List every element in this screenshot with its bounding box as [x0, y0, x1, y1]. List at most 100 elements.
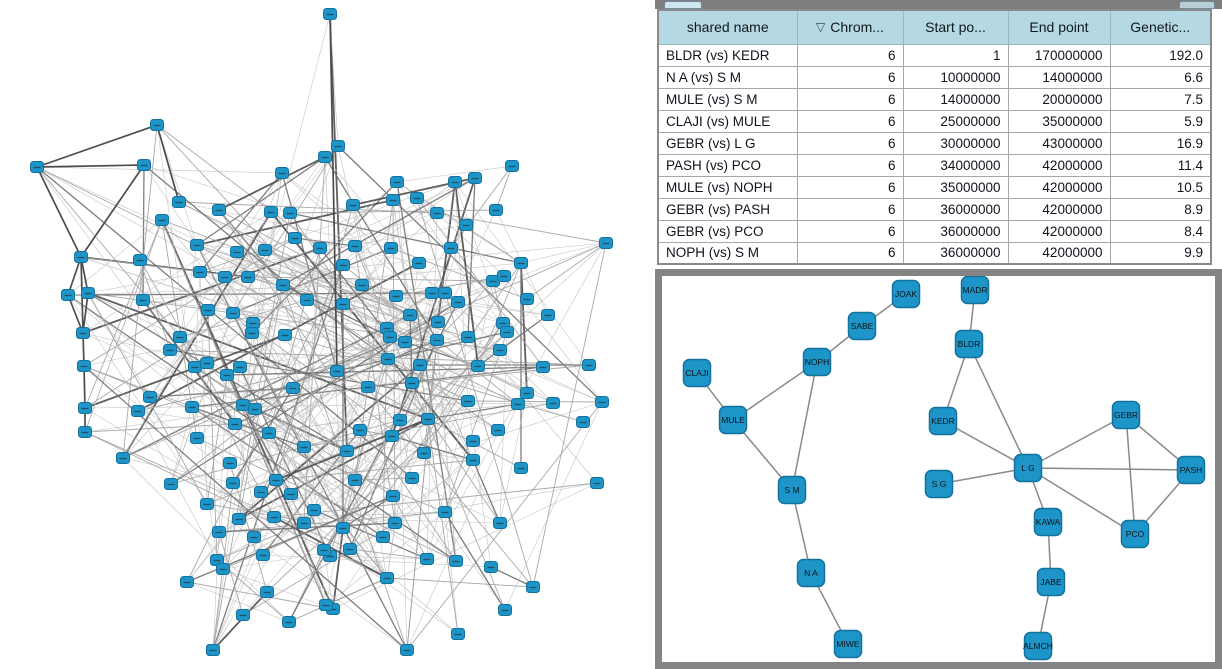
node-shape[interactable]	[796, 558, 826, 588]
subnetwork-node[interactable]: GEBR	[1111, 400, 1141, 430]
network-node[interactable]	[417, 447, 431, 459]
network-node[interactable]	[228, 418, 242, 430]
table-cell[interactable]: 9.9	[1109, 241, 1212, 265]
network-node[interactable]	[511, 398, 525, 410]
network-node[interactable]	[278, 329, 292, 341]
network-node[interactable]	[78, 402, 92, 414]
network-node[interactable]	[595, 396, 609, 408]
node-shape[interactable]	[924, 469, 954, 499]
network-node[interactable]	[336, 522, 350, 534]
network-node[interactable]	[256, 549, 270, 561]
network-node[interactable]	[430, 334, 444, 346]
subnetwork-node[interactable]: PASH	[1176, 455, 1206, 485]
table-cell[interactable]: CLAJI (vs) MULE	[657, 109, 798, 133]
network-node[interactable]	[218, 271, 232, 283]
table-cell[interactable]: 42000000	[1007, 241, 1111, 265]
network-node[interactable]	[230, 246, 244, 258]
network-node[interactable]	[236, 399, 250, 411]
network-node[interactable]	[353, 424, 367, 436]
network-node[interactable]	[498, 604, 512, 616]
subnetwork-node[interactable]: JOAK	[891, 279, 921, 309]
network-node[interactable]	[282, 616, 296, 628]
table-cell[interactable]: MULE (vs) NOPH	[657, 175, 798, 199]
network-node[interactable]	[233, 361, 247, 373]
network-node[interactable]	[246, 317, 260, 329]
table-cell[interactable]: 10.5	[1109, 175, 1212, 199]
table-cell[interactable]: 6	[796, 241, 904, 265]
network-node[interactable]	[466, 435, 480, 447]
table-row[interactable]: GEBR (vs) PASH 6 36000000 42000000 8.9	[657, 197, 1212, 221]
network-node[interactable]	[336, 298, 350, 310]
network-node[interactable]	[283, 207, 297, 219]
column-header-endpoint[interactable]: End point	[1007, 9, 1111, 45]
table-cell[interactable]: 6	[796, 65, 904, 89]
subnetwork-edge[interactable]	[1027, 467, 1136, 535]
table-cell[interactable]: 6	[796, 43, 904, 67]
table-cell[interactable]: 35000000	[902, 175, 1009, 199]
network-node[interactable]	[226, 307, 240, 319]
table-cell[interactable]: 8.4	[1109, 219, 1212, 243]
subnetwork-node[interactable]: N A	[796, 558, 826, 588]
network-node[interactable]	[81, 287, 95, 299]
network-node[interactable]	[76, 327, 90, 339]
node-shape[interactable]	[802, 347, 832, 377]
subnetwork-node[interactable]: NOPH	[802, 347, 832, 377]
table-cell[interactable]: 11.4	[1109, 153, 1212, 177]
network-node[interactable]	[319, 599, 333, 611]
table-cell[interactable]: 36000000	[902, 241, 1009, 265]
network-node[interactable]	[163, 344, 177, 356]
table-row[interactable]: BLDR (vs) KEDR 6 1 170000000 192.0	[657, 43, 1212, 67]
table-cell[interactable]: GEBR (vs) PASH	[657, 197, 798, 221]
network-node[interactable]	[451, 296, 465, 308]
subnetwork-node[interactable]: L G	[1013, 453, 1043, 483]
network-node[interactable]	[201, 304, 215, 316]
network-node[interactable]	[343, 543, 357, 555]
network-node[interactable]	[403, 309, 417, 321]
network-node[interactable]	[576, 416, 590, 428]
network-node[interactable]	[286, 382, 300, 394]
subnetwork-node[interactable]: MULE	[718, 405, 748, 435]
table-cell[interactable]: 6	[796, 219, 904, 243]
table-cell[interactable]: MULE (vs) S M	[657, 87, 798, 111]
network-node[interactable]	[336, 259, 350, 271]
network-node[interactable]	[449, 555, 463, 567]
node-shape[interactable]	[718, 405, 748, 435]
table-row[interactable]: GEBR (vs) PCO 6 36000000 42000000 8.4	[657, 219, 1212, 243]
node-shape[interactable]	[847, 311, 877, 341]
network-node[interactable]	[541, 309, 555, 321]
network-node[interactable]	[131, 405, 145, 417]
network-node[interactable]	[459, 219, 473, 231]
network-node[interactable]	[258, 244, 272, 256]
network-node[interactable]	[390, 176, 404, 188]
network-node[interactable]	[180, 576, 194, 588]
network-node[interactable]	[297, 441, 311, 453]
network-node[interactable]	[348, 474, 362, 486]
network-node[interactable]	[188, 361, 202, 373]
node-shape[interactable]	[1111, 400, 1141, 430]
table-cell[interactable]: 8.9	[1109, 197, 1212, 221]
table-row[interactable]: MULE (vs) S M 6 14000000 20000000 7.5	[657, 87, 1212, 111]
network-node[interactable]	[226, 477, 240, 489]
table-cell[interactable]: 43000000	[1007, 131, 1111, 155]
network-node[interactable]	[410, 192, 424, 204]
network-node[interactable]	[317, 544, 331, 556]
node-shape[interactable]	[1023, 631, 1053, 661]
network-node[interactable]	[393, 414, 407, 426]
table-row[interactable]: NOPH (vs) S M 6 36000000 42000000 9.9	[657, 241, 1212, 265]
table-cell[interactable]: 7.5	[1109, 87, 1212, 111]
network-node[interactable]	[236, 609, 250, 621]
network-node[interactable]	[590, 477, 604, 489]
table-cell[interactable]: GEBR (vs) L G	[657, 131, 798, 155]
network-node[interactable]	[514, 462, 528, 474]
network-node[interactable]	[264, 206, 278, 218]
network-node[interactable]	[200, 498, 214, 510]
table-cell[interactable]: 36000000	[902, 197, 1009, 221]
network-node[interactable]	[385, 430, 399, 442]
table-cell[interactable]: 14000000	[902, 87, 1009, 111]
network-node[interactable]	[468, 172, 482, 184]
network-node[interactable]	[206, 644, 220, 656]
subnetwork-node[interactable]: S M	[777, 475, 807, 505]
table-cell[interactable]: 30000000	[902, 131, 1009, 155]
network-node[interactable]	[361, 381, 375, 393]
network-node[interactable]	[546, 397, 560, 409]
